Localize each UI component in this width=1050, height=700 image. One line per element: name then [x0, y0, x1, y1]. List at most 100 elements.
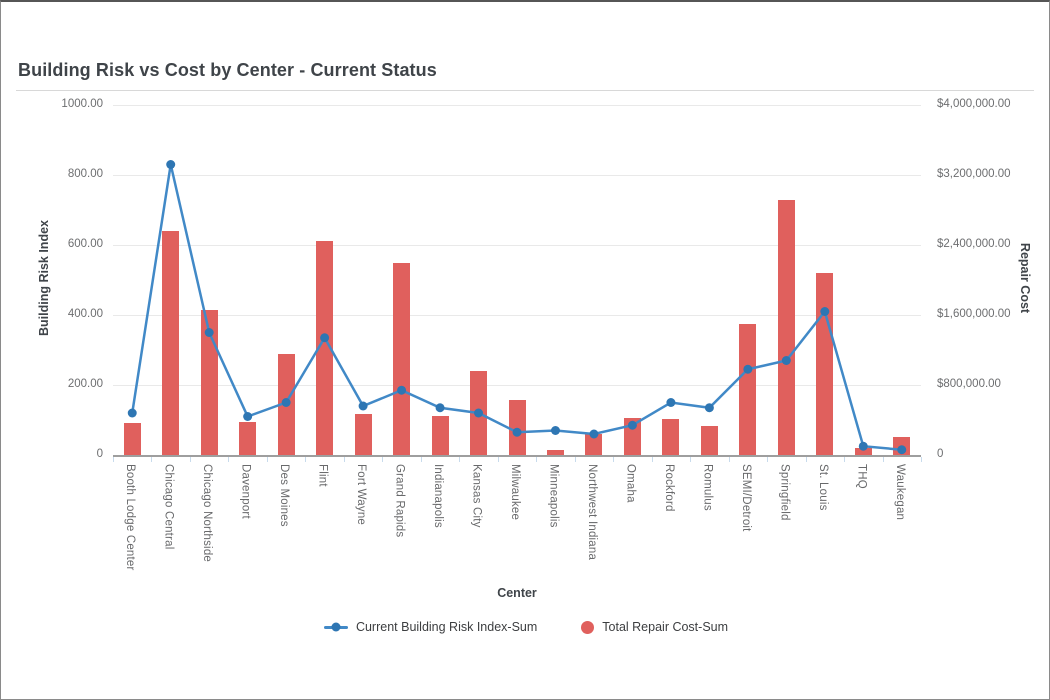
y-right-tick-label: $3,200,000.00: [937, 168, 1011, 180]
x-category-label: THQ: [855, 464, 868, 489]
risk-index-point[interactable]: [820, 307, 830, 316]
repair-cost-bar[interactable]: [585, 434, 603, 455]
risk-index-point[interactable]: [127, 408, 137, 418]
x-category-label: Northwest Indiana: [585, 464, 598, 561]
x-category-label: Rockford: [662, 464, 675, 512]
y-axis-left-title: Building Risk Index: [37, 220, 51, 336]
risk-index-point[interactable]: [666, 398, 676, 407]
repair-cost-bar[interactable]: [700, 426, 718, 455]
risk-index-point[interactable]: [858, 441, 868, 451]
x-axis-tick: [574, 457, 576, 462]
x-category-label: Chicago Northside: [201, 464, 214, 563]
y-left-tick-label: 1000.00: [61, 98, 103, 110]
x-axis-tick: [382, 457, 384, 462]
repair-cost-bar[interactable]: [123, 422, 141, 455]
risk-index-point[interactable]: [512, 427, 522, 437]
x-axis-tick: [420, 457, 422, 462]
x-category-label: SEMI/Detroit: [739, 464, 752, 532]
risk-index-point[interactable]: [781, 356, 791, 365]
x-axis-tick: [536, 457, 538, 462]
x-category-label: St. Louis: [816, 464, 829, 511]
gridline: [113, 245, 921, 246]
x-axis-tick: [151, 457, 153, 462]
repair-cost-bar[interactable]: [508, 399, 526, 455]
line-series-marker-icon: [323, 622, 348, 632]
legend-label-risk-index: Current Building Risk Index-Sum: [355, 620, 538, 634]
x-axis-tick: [459, 457, 461, 462]
risk-index-point[interactable]: [897, 445, 907, 455]
repair-cost-bar[interactable]: [777, 199, 795, 455]
risk-index-point[interactable]: [743, 364, 753, 374]
repair-cost-bar[interactable]: [393, 262, 411, 455]
repair-cost-bar[interactable]: [546, 449, 564, 455]
x-axis-tick: [690, 457, 692, 462]
risk-index-point[interactable]: [704, 403, 714, 413]
repair-cost-bar[interactable]: [200, 309, 218, 455]
chart-title: Building Risk vs Cost by Center - Curren…: [18, 60, 437, 80]
risk-index-point[interactable]: [397, 385, 407, 395]
legend-label-repair-cost: Total Repair Cost-Sum: [602, 620, 729, 634]
x-axis-tick: [497, 457, 499, 462]
x-axis-line: [113, 455, 921, 457]
risk-index-point[interactable]: [281, 398, 291, 407]
x-category-label: Indianapolis: [432, 464, 445, 528]
bar-series-marker-icon: [581, 620, 595, 634]
x-axis-tick: [921, 457, 922, 462]
gridline: [113, 385, 921, 386]
chart-legend: Current Building Risk Index-Sum Total Re…: [1, 620, 1049, 634]
risk-index-point[interactable]: [166, 160, 176, 169]
y-left-tick-label: 400.00: [67, 308, 103, 320]
risk-index-point[interactable]: [358, 401, 368, 411]
risk-index-point[interactable]: [589, 429, 599, 439]
risk-index-point[interactable]: [627, 420, 637, 430]
risk-index-point[interactable]: [204, 328, 214, 337]
y-axis-right-title: Repair Cost: [1018, 242, 1032, 314]
legend-item-risk-index[interactable]: Current Building Risk Index-Sum: [323, 620, 538, 634]
repair-cost-bar[interactable]: [431, 415, 449, 455]
risk-index-point[interactable]: [243, 412, 253, 421]
repair-cost-bar[interactable]: [662, 419, 680, 455]
legend-item-repair-cost[interactable]: Total Repair Cost-Sum: [581, 620, 728, 634]
risk-index-point[interactable]: [550, 426, 560, 435]
y-right-tick-label: 0: [937, 448, 944, 460]
x-category-label: Flint: [316, 464, 329, 487]
x-category-label: Des Moines: [278, 464, 291, 527]
x-axis-tick: [343, 457, 345, 462]
repair-cost-bar[interactable]: [739, 323, 757, 455]
risk-index-point[interactable]: [474, 408, 484, 418]
x-category-label: Romulus: [701, 464, 714, 511]
repair-cost-bar[interactable]: [239, 421, 257, 455]
gridline: [113, 315, 921, 316]
y-right-tick-label: $4,000,000.00: [937, 98, 1011, 110]
x-axis-tick: [728, 457, 730, 462]
x-axis-tick: [189, 457, 191, 462]
title-divider: [16, 90, 1034, 91]
x-axis-tick: [305, 457, 307, 462]
y-right-tick-label: $2,400,000.00: [937, 238, 1011, 250]
x-category-label: Davenport: [239, 464, 252, 519]
x-axis-tick: [805, 457, 807, 462]
risk-index-point[interactable]: [320, 333, 330, 343]
risk-index-point[interactable]: [435, 403, 445, 413]
y-left-tick-label: 0: [96, 448, 103, 460]
x-category-label: Waukegan: [893, 464, 906, 521]
x-axis-tick: [228, 457, 230, 462]
x-axis-tick: [266, 457, 268, 462]
y-right-tick-label: $800,000.00: [937, 378, 1001, 390]
x-category-label: Minneapolis: [547, 464, 560, 528]
gridline: [113, 175, 921, 176]
y-left-tick-label: 600.00: [67, 238, 103, 250]
repair-cost-bar[interactable]: [316, 240, 334, 455]
repair-cost-bar[interactable]: [162, 231, 180, 455]
repair-cost-bar[interactable]: [854, 448, 872, 455]
x-axis-title: Center: [497, 586, 537, 600]
y-left-tick-label: 200.00: [67, 378, 103, 390]
x-category-label: Omaha: [624, 464, 637, 503]
repair-cost-bar[interactable]: [354, 413, 372, 455]
risk-index-line: [131, 164, 902, 451]
x-axis-tick: [651, 457, 653, 462]
x-axis-tick: [767, 457, 769, 462]
x-axis-tick: [113, 457, 114, 462]
x-category-label: Kansas City: [470, 464, 483, 528]
x-category-label: Booth Lodge Center: [124, 464, 137, 571]
